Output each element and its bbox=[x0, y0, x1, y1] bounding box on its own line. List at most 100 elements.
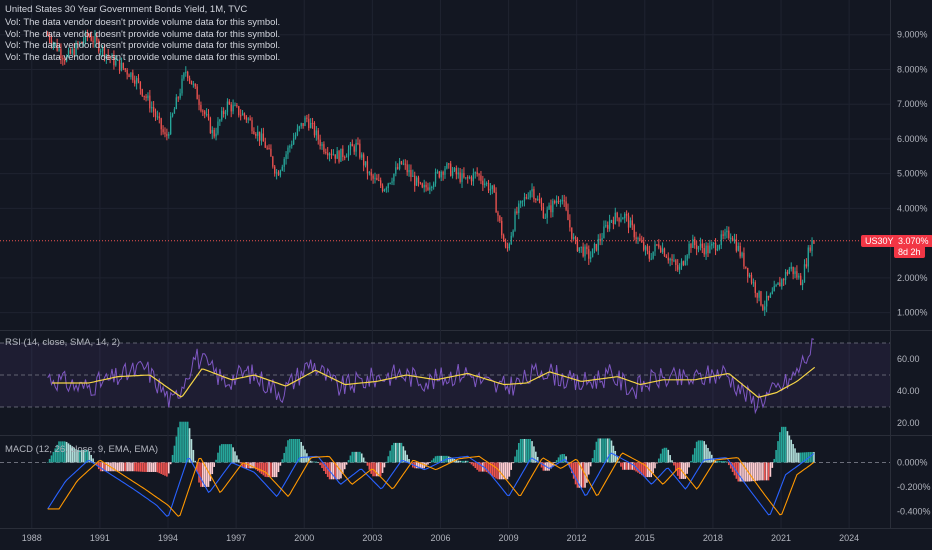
macd-histogram-bar bbox=[673, 462, 675, 466]
macd-histogram-bar bbox=[256, 462, 259, 471]
macd-tick-label: -0.200% bbox=[897, 482, 931, 492]
candle bbox=[105, 54, 107, 58]
candle bbox=[468, 177, 471, 179]
candle bbox=[665, 256, 668, 258]
macd-histogram-bar bbox=[332, 462, 335, 480]
rsi-legend[interactable]: RSI (14, close, SMA, 14, 2) bbox=[5, 337, 121, 348]
macd-histogram-bar bbox=[251, 462, 253, 469]
macd-histogram-bar bbox=[56, 444, 58, 463]
macd-histogram-bar bbox=[686, 462, 688, 474]
macd-histogram-bar bbox=[718, 460, 721, 463]
macd-histogram-bar bbox=[298, 438, 301, 463]
macd-histogram-bar bbox=[620, 462, 622, 467]
candle bbox=[760, 291, 762, 306]
candle bbox=[701, 243, 703, 249]
candle bbox=[94, 35, 96, 43]
macd-histogram-bar bbox=[357, 451, 359, 463]
macd-histogram-bar bbox=[376, 462, 378, 477]
price-tick-label: 5.000% bbox=[897, 169, 928, 179]
macd-histogram-bar bbox=[342, 462, 344, 474]
candle bbox=[552, 201, 554, 213]
candle bbox=[733, 239, 736, 241]
candle bbox=[285, 154, 287, 160]
macd-legend[interactable]: MACD (12, 26, close, 9, EMA, EMA) bbox=[5, 444, 159, 455]
macd-histogram-bar bbox=[455, 459, 458, 463]
candle bbox=[315, 130, 318, 136]
macd-histogram-bar bbox=[377, 462, 380, 477]
candle bbox=[432, 183, 435, 187]
candle bbox=[803, 264, 806, 283]
candle bbox=[60, 49, 62, 58]
macd-histogram-bar bbox=[563, 454, 565, 463]
macd-histogram-bar bbox=[345, 462, 348, 465]
candle bbox=[550, 205, 552, 213]
macd-histogram-bar bbox=[743, 462, 745, 482]
macd-histogram-bar bbox=[429, 462, 431, 463]
macd-histogram-bar bbox=[116, 462, 119, 472]
macd-histogram-bar bbox=[788, 435, 791, 463]
macd-histogram-bar bbox=[150, 462, 153, 472]
candle bbox=[786, 271, 789, 274]
macd-histogram-bar bbox=[695, 441, 698, 463]
candle bbox=[380, 180, 382, 186]
candle bbox=[790, 266, 792, 269]
macd-histogram-bar bbox=[693, 448, 696, 463]
macd-histogram-bar bbox=[219, 445, 221, 463]
macd-histogram-bar bbox=[599, 438, 601, 463]
macd-histogram-bar bbox=[396, 442, 399, 463]
volume-note: Vol: The data vendor doesn't provide vol… bbox=[5, 40, 281, 51]
macd-histogram-bar bbox=[605, 438, 607, 463]
macd-histogram-bar bbox=[236, 455, 238, 463]
candle bbox=[294, 134, 297, 139]
macd-histogram-bar bbox=[561, 454, 564, 463]
macd-histogram-bar bbox=[614, 450, 617, 463]
candle bbox=[660, 247, 662, 253]
macd-histogram-bar bbox=[769, 462, 772, 477]
candle bbox=[752, 282, 755, 284]
macd-histogram-bar bbox=[748, 462, 751, 482]
macd-histogram-bar bbox=[597, 438, 600, 463]
macd-histogram-bar bbox=[247, 462, 250, 469]
macd-histogram-bar bbox=[472, 462, 475, 467]
macd-histogram-bar bbox=[277, 462, 280, 473]
candle bbox=[154, 111, 157, 117]
macd-histogram-bar bbox=[391, 445, 393, 463]
candle bbox=[633, 225, 635, 238]
rsi-tick-label: 20.00 bbox=[897, 418, 920, 428]
macd-histogram-bar bbox=[287, 440, 289, 463]
candle bbox=[724, 232, 726, 236]
candle bbox=[317, 130, 319, 140]
candle bbox=[601, 238, 603, 241]
macd-tick-label: 0.000% bbox=[897, 457, 928, 467]
candle bbox=[423, 184, 425, 188]
macd-histogram-bar bbox=[502, 462, 505, 480]
candle bbox=[122, 62, 125, 69]
macd-histogram-bar bbox=[463, 460, 465, 463]
candle bbox=[247, 118, 249, 120]
macd-histogram-bar bbox=[603, 438, 605, 463]
macd-histogram-bar bbox=[799, 452, 802, 463]
symbol-title: United States 30 Year Government Bonds Y… bbox=[5, 4, 248, 15]
macd-histogram-bar bbox=[741, 462, 743, 482]
macd-histogram-bar bbox=[52, 451, 55, 463]
candle bbox=[775, 284, 777, 287]
macd-histogram-bar bbox=[750, 462, 753, 482]
candle bbox=[397, 167, 399, 169]
candle bbox=[240, 115, 242, 117]
candle bbox=[616, 212, 618, 218]
macd-histogram-bar bbox=[387, 456, 390, 463]
time-tick-label: 2000 bbox=[294, 533, 314, 543]
candle bbox=[160, 118, 162, 130]
macd-histogram-bar bbox=[444, 455, 446, 463]
candle bbox=[190, 80, 193, 85]
macd-histogram-bar bbox=[661, 448, 664, 463]
candle bbox=[383, 189, 386, 191]
macd-histogram-bar bbox=[707, 447, 709, 463]
candle bbox=[624, 213, 626, 219]
candle bbox=[671, 258, 673, 261]
macd-histogram-bar bbox=[595, 441, 598, 463]
time-tick-label: 2024 bbox=[839, 533, 859, 543]
macd-histogram-bar bbox=[639, 462, 641, 474]
candle bbox=[117, 59, 119, 61]
